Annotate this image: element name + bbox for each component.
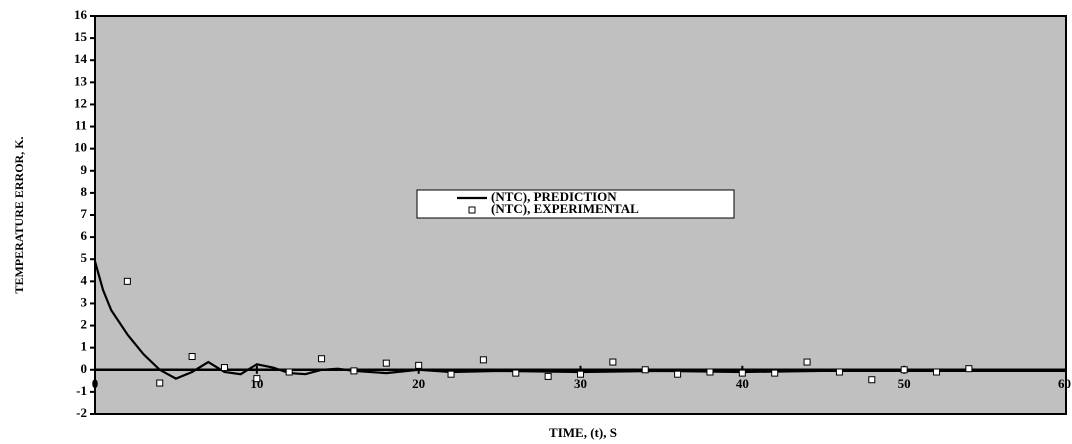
y-tick-label: 4 <box>81 272 88 287</box>
y-tick-label: 10 <box>74 140 87 155</box>
legend: (NTC), PREDICTION(NTC), EXPERIMENTAL <box>416 189 735 219</box>
data-point <box>479 356 487 364</box>
data-point <box>415 361 423 369</box>
data-point <box>285 368 293 376</box>
data-point <box>868 376 876 384</box>
x-tick-label: 30 <box>574 376 587 391</box>
y-tick-label: 15 <box>74 29 88 44</box>
data-point <box>253 375 261 383</box>
y-tick-label: -2 <box>76 405 87 420</box>
data-point <box>674 370 682 378</box>
data-point <box>156 379 164 387</box>
y-tick-label: 12 <box>74 95 87 110</box>
data-point <box>738 369 746 377</box>
x-tick-label: 20 <box>412 376 425 391</box>
y-tick-label: 13 <box>74 73 88 88</box>
x-axis-label: TIME, (t), S <box>549 425 617 440</box>
data-point <box>933 368 941 376</box>
y-tick-label: 8 <box>81 184 88 199</box>
y-tick-label: 14 <box>74 51 88 66</box>
y-tick-label: 1 <box>81 339 88 354</box>
data-point <box>900 366 908 374</box>
y-axis-label: TEMPERATURE ERROR, K. <box>12 136 26 293</box>
data-point <box>350 367 358 375</box>
x-tick-label: 60 <box>1058 376 1071 391</box>
legend-label: (NTC), EXPERIMENTAL <box>491 201 639 216</box>
y-tick-label: 11 <box>75 118 87 133</box>
y-tick-label: 2 <box>81 317 88 332</box>
y-tick-label: 0 <box>81 361 88 376</box>
x-tick-label: 0 <box>92 376 99 391</box>
data-point <box>123 277 131 285</box>
data-point <box>577 370 584 378</box>
data-point <box>641 366 649 374</box>
data-point <box>835 368 843 376</box>
legend-label: (NTC), PREDICTION <box>491 189 617 204</box>
y-tick-label: 7 <box>81 206 88 221</box>
y-tick-label: 5 <box>81 250 88 265</box>
x-tick-label: 50 <box>898 376 911 391</box>
data-point <box>544 372 552 380</box>
data-point <box>965 365 973 373</box>
y-tick-label: 9 <box>81 162 88 177</box>
data-point <box>318 355 326 363</box>
data-point <box>803 358 811 366</box>
data-point <box>512 369 520 377</box>
data-point <box>609 358 617 366</box>
legend-swatch <box>468 206 476 214</box>
data-point <box>771 369 779 377</box>
x-tick-label: 40 <box>736 376 749 391</box>
data-point <box>706 368 714 376</box>
y-tick-label: 16 <box>74 7 88 22</box>
prediction-line <box>93 261 1066 380</box>
data-point <box>447 370 455 378</box>
y-tick-label: -1 <box>76 383 87 398</box>
data-point <box>188 353 196 361</box>
y-tick-label: 3 <box>81 294 88 309</box>
y-tick-label: 6 <box>81 228 88 243</box>
data-point <box>220 364 228 372</box>
data-point <box>382 359 390 367</box>
